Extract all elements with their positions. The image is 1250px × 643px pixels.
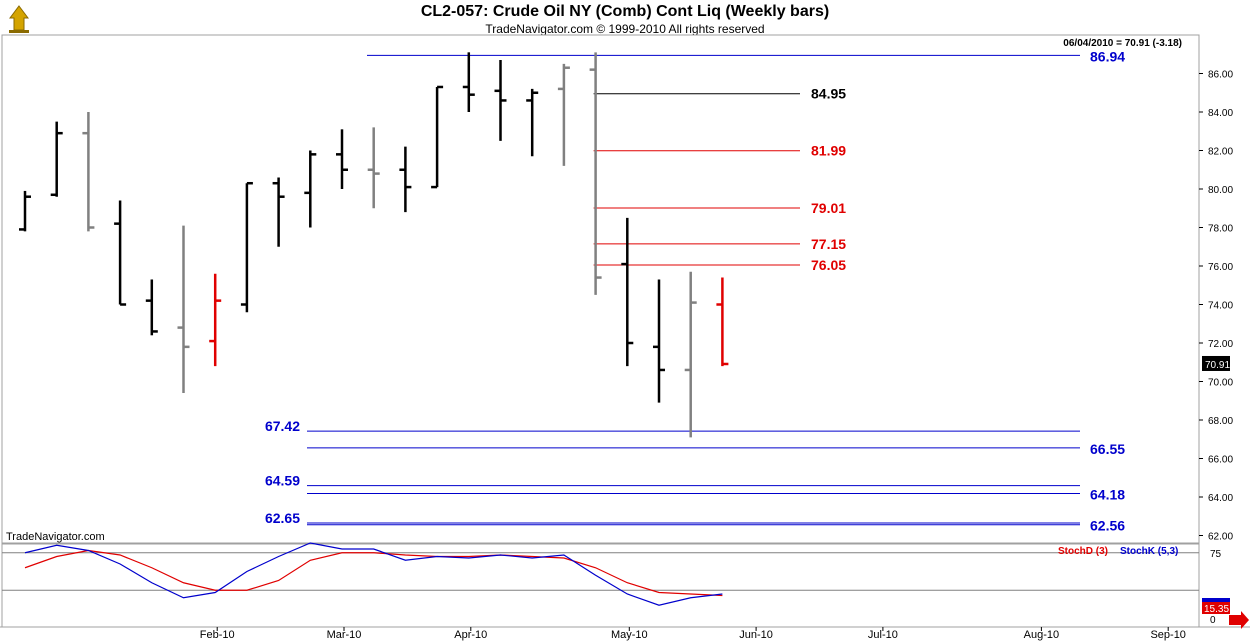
x-tick-label-Jun-10: Jun-10 <box>739 629 773 641</box>
level-label-86.94: 86.94 <box>1090 48 1125 64</box>
x-tick-label-Jul-10: Jul-10 <box>868 629 898 641</box>
level-label-64.18: 64.18 <box>1090 487 1125 503</box>
x-tick-label-Feb-10: Feb-10 <box>200 629 235 641</box>
level-label-67.42: 67.42 <box>265 418 300 434</box>
level-label-64.59: 64.59 <box>265 473 300 489</box>
copyright-subtitle: TradeNavigator.com © 1999-2010 All right… <box>485 22 765 36</box>
x-tick-label-Apr-10: Apr-10 <box>454 629 487 641</box>
last-info-text: 06/04/2010 = 70.91 (-3.18) <box>1063 38 1182 49</box>
osc-last-tag-d <box>1202 602 1230 614</box>
x-tick-label-Mar-10: Mar-10 <box>327 629 362 641</box>
chart-title: CL2-057: Crude Oil NY (Comb) Cont Liq (W… <box>420 3 830 20</box>
y-tick-label: 84.00 <box>1208 108 1233 119</box>
last-price-label: 70.91 <box>1205 360 1230 371</box>
main-plot-frame <box>1 34 1200 544</box>
watermark-text: TradeNavigator.com <box>6 531 105 543</box>
level-label-76.05: 76.05 <box>811 257 846 273</box>
navigator-logo-icon <box>9 5 29 33</box>
x-tick-label-Sep-10: Sep-10 <box>1150 629 1185 641</box>
y-tick-label: 68.00 <box>1208 416 1233 427</box>
x-tick-label-Aug-10: Aug-10 <box>1024 629 1059 641</box>
y-tick-label: 66.00 <box>1208 455 1233 466</box>
osc-series-stoch_k <box>24 542 723 606</box>
oscillator-frame <box>1 543 1200 628</box>
osc-series-stoch_d <box>24 549 723 597</box>
legend-stochd: StochD (3) <box>1058 546 1108 557</box>
y-tick-label: 74.00 <box>1208 301 1233 312</box>
level-label-81.99: 81.99 <box>811 143 846 159</box>
y-tick-label: 82.00 <box>1208 147 1233 158</box>
y-tick-label: 78.00 <box>1208 224 1233 235</box>
osc-y-tick-label-0: 0 <box>1210 615 1216 626</box>
y-tick-label: 62.00 <box>1208 532 1233 543</box>
last-price-tag <box>1202 355 1230 371</box>
osc-last-value-label: 15.35 <box>1204 604 1229 615</box>
y-tick-label: 64.00 <box>1208 493 1233 504</box>
x-tick-label-May-10: May-10 <box>611 629 648 641</box>
y-tick-label: 76.00 <box>1208 262 1233 273</box>
y-tick-label: 80.00 <box>1208 185 1233 196</box>
level-label-62.65: 62.65 <box>265 510 300 526</box>
level-label-79.01: 79.01 <box>811 200 846 216</box>
level-label-77.15: 77.15 <box>811 236 846 252</box>
y-tick-label: 72.00 <box>1208 339 1233 350</box>
scroll-right-arrow-icon[interactable] <box>1229 611 1249 629</box>
level-label-84.95: 84.95 <box>811 86 846 102</box>
level-label-66.55: 66.55 <box>1090 441 1125 457</box>
legend-stochk: StochK (5,3) <box>1120 546 1178 557</box>
y-tick-label: 86.00 <box>1208 70 1233 81</box>
y-tick-label: 70.00 <box>1208 378 1233 389</box>
level-label-62.56: 62.56 <box>1090 518 1125 534</box>
osc-y-tick-label-75: 75 <box>1210 549 1222 560</box>
